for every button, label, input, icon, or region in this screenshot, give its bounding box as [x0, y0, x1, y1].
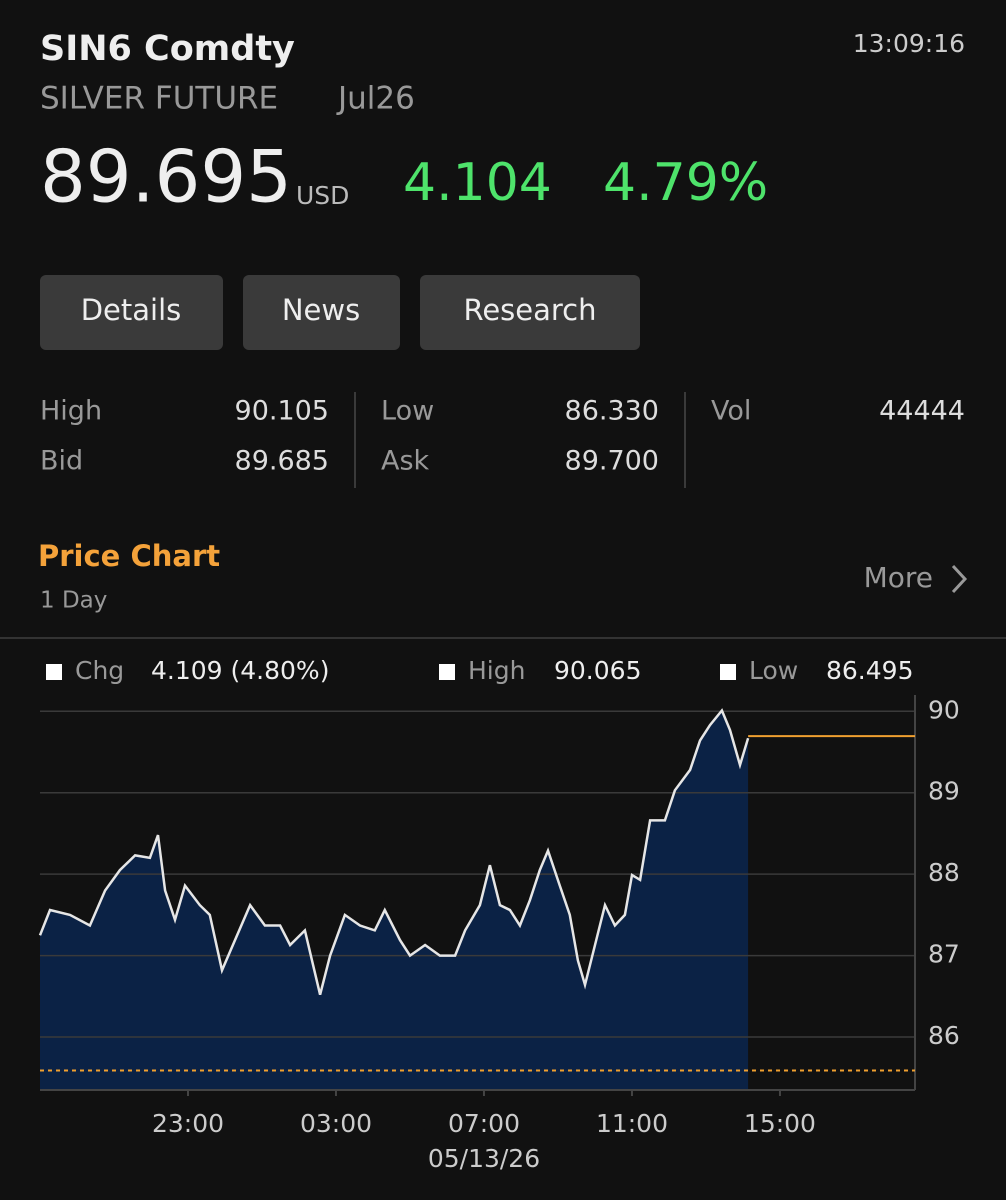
- x-tick-label: 07:00: [448, 1109, 520, 1138]
- stat-value: 86.330: [565, 396, 659, 427]
- price-line: [38, 708, 750, 996]
- stat-value: 89.700: [565, 446, 659, 477]
- button[interactable]: [243, 275, 400, 350]
- stat-label: High: [40, 396, 102, 427]
- legend-label: Low: [749, 656, 798, 685]
- y-tick-label: 87: [928, 940, 960, 969]
- y-tick-label: 89: [928, 777, 960, 806]
- tab-news[interactable]: News: [243, 275, 400, 350]
- section-title: Price Chart: [38, 539, 220, 573]
- clock: 13:09:16: [853, 29, 965, 58]
- contract: Jul26: [336, 81, 415, 117]
- x-tick-label: 23:00: [152, 1109, 224, 1138]
- more-link[interactable]: More: [864, 561, 968, 594]
- x-tick-label: 11:00: [596, 1109, 668, 1138]
- legend-value: 86.495: [826, 656, 913, 685]
- y-tick-label: 88: [928, 858, 960, 887]
- button[interactable]: [420, 275, 640, 350]
- x-tick-label: 15:00: [744, 1109, 816, 1138]
- legend-label: Chg: [75, 656, 124, 685]
- button-label[interactable]: News: [282, 293, 360, 327]
- tab-details[interactable]: Details: [40, 275, 223, 350]
- change: 4.104: [403, 153, 552, 213]
- button-label[interactable]: Details: [81, 293, 182, 327]
- legend-swatch: [720, 664, 736, 680]
- price: 89.695: [40, 135, 292, 219]
- stat-label: Vol: [711, 396, 751, 427]
- ticker: SIN6 Comdty: [40, 29, 295, 69]
- stat-value: 89.685: [235, 446, 329, 477]
- button-label[interactable]: Research: [463, 293, 596, 327]
- stat-label: Bid: [40, 446, 83, 477]
- legend-swatch: [439, 664, 455, 680]
- section-period: 1 Day: [40, 588, 107, 614]
- legend-value: 4.109 (4.80%): [151, 656, 329, 685]
- currency: USD: [296, 181, 349, 210]
- y-tick-label: 86: [928, 1021, 960, 1050]
- stat-label: Ask: [381, 446, 430, 477]
- x-date-label: 05/13/26: [428, 1144, 540, 1173]
- tab-research[interactable]: Research: [420, 275, 640, 350]
- security-name: SILVER FUTURE: [40, 81, 278, 117]
- chevron[interactable]: [951, 564, 968, 594]
- y-tick-label: 90: [928, 695, 960, 724]
- area-fill: [40, 710, 749, 1090]
- legend-value: 90.065: [554, 656, 641, 685]
- x-tick-label: 03:00: [300, 1109, 372, 1138]
- stat-value: 44444: [879, 396, 965, 427]
- button[interactable]: [40, 275, 223, 350]
- more-label[interactable]: More: [864, 561, 933, 594]
- legend-swatch: [46, 664, 62, 680]
- change-pct: 4.79%: [603, 153, 768, 213]
- legend-label: High: [468, 656, 525, 685]
- stat-value: 90.105: [235, 396, 329, 427]
- stat-label: Low: [381, 396, 434, 427]
